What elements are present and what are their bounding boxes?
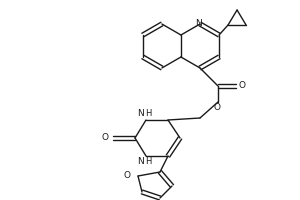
Text: O: O (101, 134, 108, 142)
Text: H: H (145, 110, 151, 118)
Text: O: O (238, 82, 245, 90)
Text: O: O (214, 102, 220, 112)
Text: N: N (196, 19, 202, 27)
Text: O: O (124, 171, 131, 180)
Text: N: N (137, 110, 144, 118)
Text: H: H (145, 158, 151, 166)
Text: N: N (137, 158, 144, 166)
